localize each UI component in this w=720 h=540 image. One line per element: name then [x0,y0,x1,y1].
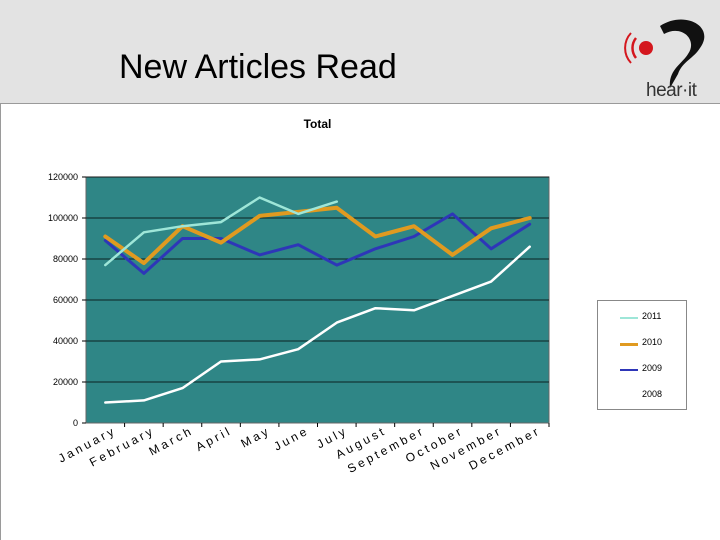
legend-item: 2008 [598,389,686,403]
series-line-2009 [103,212,532,275]
legend-item: 2010 [598,337,686,351]
brand-label: hear·it [646,80,697,101]
y-tick-label: 60000 [53,295,78,305]
legend-label: 2008 [642,389,663,399]
legend-item: 2011 [598,311,686,325]
y-tick-label: 20000 [53,377,78,387]
x-tick-label: June [271,423,311,453]
legend-label: 2011 [642,311,662,321]
y-tick-label: 40000 [53,336,78,346]
x-tick-label: May [238,423,273,450]
series-line-2008 [104,245,531,404]
chart-legend: 2011 2010 2009 2008 [597,300,687,410]
slide-left-border [0,103,1,540]
y-tick-label: 80000 [53,254,78,264]
y-tick-label: 100000 [48,213,78,223]
legend-swatch [620,343,638,346]
legend-swatch [620,369,638,371]
x-tick-label: April [193,423,234,454]
legend-label: 2009 [642,363,663,373]
y-tick-label: 0 [73,418,78,428]
chart-title: Total [304,117,332,131]
series-line-2011 [104,196,339,267]
series-line-2010 [103,205,532,266]
legend-label: 2010 [642,337,663,347]
y-tick-label: 120000 [48,172,78,182]
line-chart: Total020000400006000080000100000120000Ja… [48,117,550,476]
hear-it-logo-icon [624,19,705,89]
header-band [0,0,720,104]
legend-item: 2009 [598,363,686,377]
page-title: New Articles Read [119,48,397,86]
legend-swatch [620,395,638,397]
x-tick-label: March [147,423,196,458]
legend-swatch [620,317,638,319]
